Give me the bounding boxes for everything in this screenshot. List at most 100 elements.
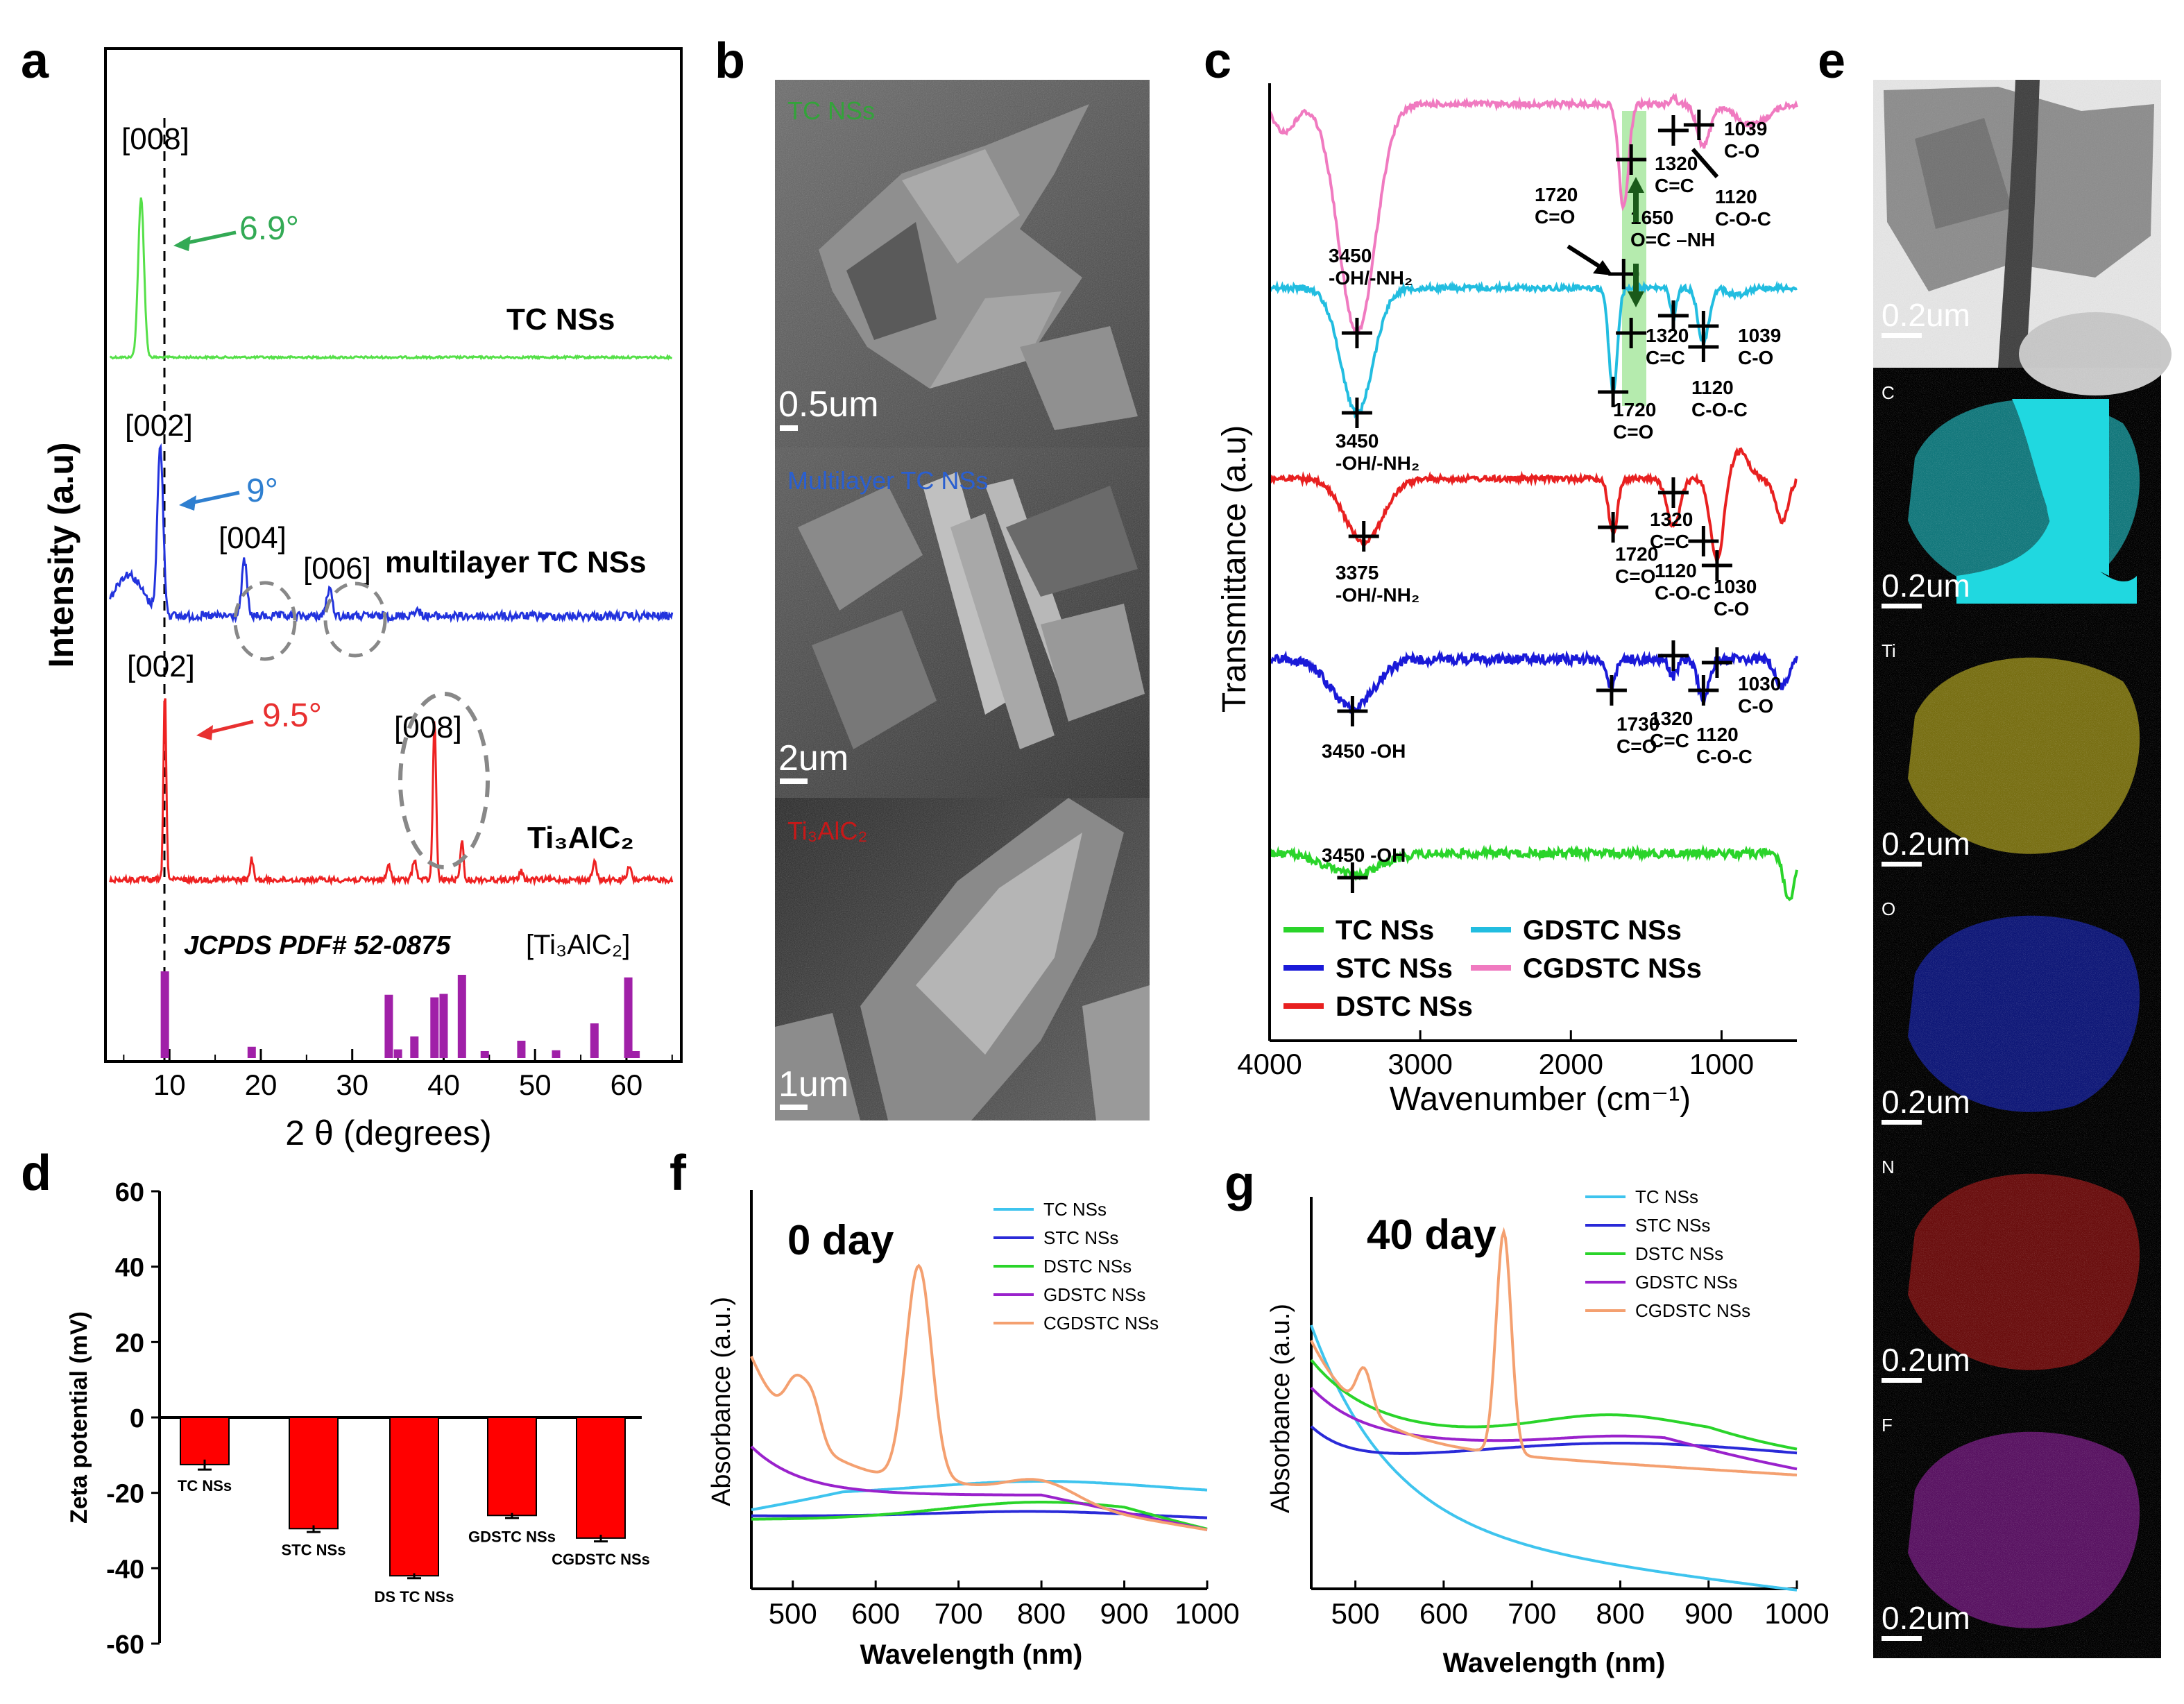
peak-cross [1683,110,1714,140]
legend-label: GDSTC NSs [1635,1272,1737,1293]
legend-label: CGDSTC NSs [1523,953,1702,984]
annot-red-1320: 1320 C=C [1650,509,1693,552]
absorbance-curve-cgdstc-nss [1310,1227,1798,1476]
xtick-label: 500 [1331,1597,1380,1630]
panel-g-curves [1310,1227,1798,1592]
eds-map-f: F 0.2um [1873,1400,2161,1658]
shift-label-multi: 9° [246,472,278,509]
sem-scalebar-multilayer [780,778,808,784]
ytick-label: -40 [106,1555,144,1584]
peak-label-004-multi: [004] [219,521,287,555]
legend-label: DSTC NSs [1635,1243,1723,1264]
peak-cross [1701,550,1732,581]
panel-f: f 0 day Absorbance (a.u.) Wavelength (nm… [669,1145,1240,1670]
jcpds-bar [552,1050,561,1058]
shift-label-ti: 9.5° [262,697,322,734]
jcpds-bar [384,994,393,1058]
panel-a: a Intensity (a.u) 2 θ (degrees) 10 20 30 40… [21,33,683,1152]
eds-carbon-grid [1956,506,2137,604]
jcpds-label: JCPDS PDF# 52-0875 [184,931,451,960]
eds-carbon-grid [2012,399,2109,576]
xtick-label: 50 [519,1068,552,1101]
annot-cyan-1039: 1039 C-O [1738,325,1781,368]
annot-blue-3450: 3450 -OH [1322,740,1406,762]
peak-cross [1337,696,1368,726]
xtick-label: 20 [245,1068,278,1101]
legend-label: CGDSTC NSs [1043,1313,1159,1334]
peak-cross [1657,300,1689,331]
ftir-peak-markers [1337,110,1732,893]
curve-label-multilayer-tc-nss: multilayer TC NSs [385,545,647,579]
annot-red-1030: 1030 C-O [1714,576,1757,620]
peak-cross [1598,512,1629,543]
xtick-label: 700 [935,1597,983,1630]
panel-f-xlabel: Wavelength (nm) [860,1639,1083,1670]
sem-scale-tc: 0.5um [778,384,879,425]
highlight-ellipse-004 [233,581,297,661]
panel-c-xlabel: Wavenumber (cm⁻¹) [1390,1081,1691,1118]
absorbance-curve-stc-nss [1310,1425,1798,1455]
xtick-label: 600 [1419,1597,1468,1630]
annot-cyan-1320: 1320 C=C [1646,325,1689,368]
xtick-label: 800 [1596,1597,1644,1630]
xtick-label: 800 [1017,1597,1066,1630]
curve-label-ti3alc2: Ti₃AlC₂ [527,821,634,855]
shift-arrow-multi [179,491,240,511]
annot-blue-1030: 1030 C-O [1738,673,1781,717]
xtick-label: 4000 [1237,1048,1302,1080]
legend-label: TC NSs [1635,1186,1698,1207]
peak-cross [1657,477,1689,508]
panel-f-ylabel: Absorbance (a.u.) [707,1297,736,1506]
sem-scalebar-ti3alc2 [780,1105,808,1110]
peak-cross [1616,144,1647,175]
legend-label: TC NSs [1043,1199,1107,1220]
panel-c-ylabel: Transmittance (a.u) [1216,425,1253,713]
zeta-bar [576,1417,626,1539]
zeta-bar [389,1417,439,1577]
legend-label: STC NSs [1635,1215,1710,1236]
sem-caption-ti3alc2: Ti₃AlC₂ [787,817,867,845]
absorbance-curve-gdstc-nss [750,1445,1208,1531]
annot-red-3375: 3375 -OH/-NH₂ [1336,562,1419,606]
peak-cross [1688,675,1719,706]
eds-scalebar [1882,1378,1922,1383]
peak-cross [1596,675,1627,706]
panel-c: c 4000 3000 2000 1000 Transmittance (a.u) W… [1204,33,1798,1118]
panel-c-label: c [1204,33,1231,89]
peak-cross [1688,332,1719,362]
xtick-label: 60 [611,1068,643,1101]
eds-scale-label: 0.2um [1882,826,1970,862]
jcpds-bar [393,1049,402,1058]
annot-red-1720: 1720 C=O [1615,543,1658,587]
legend-label: STC NSs [1336,953,1453,984]
jcpds-bar [430,997,439,1058]
annot-blue-1120: 1120 C-O-C [1696,724,1752,767]
panel-f-day: 0 day [787,1217,894,1263]
eds-element-label: C [1882,382,1895,403]
panel-g: g 40 day Absorbance (a.u.) Wavelength (n… [1225,1156,1829,1678]
jcpds-bar [457,975,466,1058]
jcpds-bar [410,1036,419,1058]
shift-label-tc: 6.9° [239,210,299,247]
eds-map-o: O 0.2um [1873,884,2161,1142]
eds-map-c: C 0.2um [1873,368,2161,626]
panel-g-xticks: 500 600 700 800 900 1000 [1331,1581,1829,1630]
panel-d-yticks: 60 40 20 0 -20 -40 -60 [106,1178,160,1660]
zeta-bar [289,1417,339,1530]
absorbance-curve-tc-nss [1310,1324,1798,1592]
eds-element-label: Ti [1882,640,1896,661]
annot-1320: 1320 C=C [1655,153,1698,196]
absorbance-curve-tc-nss [751,1480,1208,1512]
peak-label-006-multi: [006] [303,552,371,586]
ytick-label: 60 [115,1178,144,1207]
ftir-arrow-1650 [1628,177,1644,307]
legend-label: DSTC NSs [1043,1256,1132,1277]
peak-cross [1688,526,1719,556]
panel-f-xticks: 500 600 700 800 900 1000 [769,1581,1240,1630]
panel-c-legend: TC NSs GDSTC NSs STC NSs CGDSTC NSs DSTC NSs [1283,915,1702,1022]
panel-d: d 60 40 20 0 -20 -40 -60 Zeta potential (mV) T… [21,1145,650,1660]
panel-e: e 0.2um C 0.2um Ti 0.2um O 0.2um N 0.2um F 0.2um [1818,33,2172,1658]
curve-label-tc-nss: TC NSs [506,303,615,336]
zeta-bar [487,1417,537,1517]
